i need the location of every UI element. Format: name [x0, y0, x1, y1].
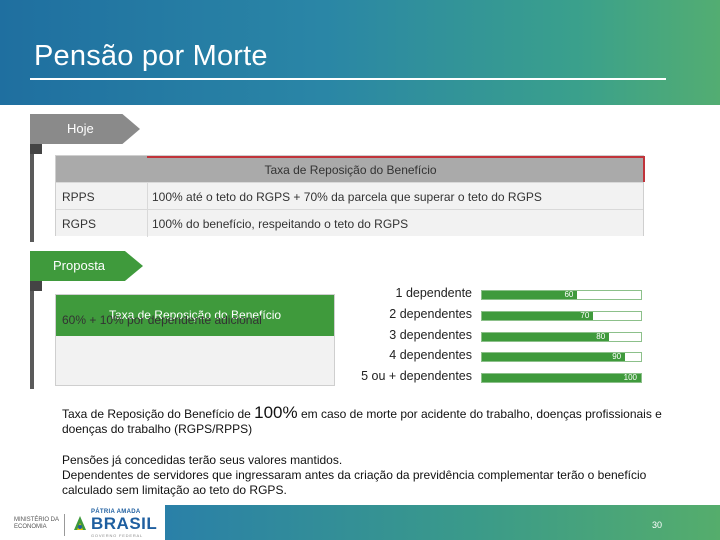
brasil-logo-top: PÁTRIA AMADA — [91, 509, 141, 515]
dependents-bar-track: 90 — [481, 352, 642, 363]
tag-hoje-shadow — [30, 144, 42, 154]
timeline-line-hoje — [30, 144, 34, 242]
header-divider — [30, 78, 666, 80]
hoje-table-header — [56, 156, 645, 182]
ministry-logo-line1: MINISTÉRIO DA — [14, 517, 60, 523]
accident-note-post: em caso de morte por acidente do trabalh… — [62, 407, 662, 436]
dependents-bar: 60 — [482, 290, 578, 299]
dependents-bar: 100 — [482, 373, 641, 383]
ministry-logo-line2: ECONOMIA — [14, 524, 47, 530]
column-divider — [147, 210, 148, 237]
dependents-label: 3 dependentes — [389, 327, 472, 342]
header-banner: Pensão por Morte — [0, 0, 720, 105]
dependents-label: 1 dependente — [395, 286, 472, 300]
transition-note-line2: Dependentes de servidores que ingressara… — [62, 468, 647, 497]
accident-note-highlight: 100% — [254, 403, 298, 422]
column-divider — [147, 183, 148, 210]
page-number: 30 — [652, 520, 663, 530]
logo-divider — [64, 514, 65, 536]
dependents-bar-value: 80 — [596, 331, 606, 341]
tag-proposta: Proposta — [30, 251, 143, 281]
dependents-bar-track: 80 — [481, 331, 642, 342]
dependents-bar-value: 90 — [612, 352, 622, 362]
dependents-bar-track: 100 — [481, 373, 642, 384]
page-title: Pensão por Morte — [34, 40, 268, 72]
transition-note: Pensões já concedidas terão seus valores… — [62, 453, 662, 498]
brasil-logo-sub: GOVERNO FEDERAL — [91, 533, 144, 538]
dependents-label: 2 dependentes — [389, 306, 472, 321]
transition-note-line1: Pensões já concedidas terão seus valores… — [62, 453, 343, 467]
hoje-table-header-text: Taxa de Reposição do Benefício — [264, 163, 437, 177]
dependents-bar: 90 — [482, 352, 626, 362]
proposta-table-header — [56, 295, 334, 336]
proposta-table: Taxa de Reposição do Benefício 60% + 10%… — [55, 294, 335, 386]
tag-proposta-shadow — [30, 281, 42, 291]
dependents-bar-value: 100 — [623, 373, 637, 383]
table-row: RPPS 100% até o teto do RGPS + 70% da pa… — [56, 182, 643, 210]
dependents-bar: 80 — [482, 331, 610, 341]
dependents-label: 4 dependentes — [389, 348, 472, 363]
ministry-logo: MINISTÉRIO DA ECONOMIA — [14, 517, 64, 531]
proposta-table-header-text: Taxa de Reposição do Benefício — [108, 308, 282, 322]
brasil-logo: PÁTRIA AMADA BRASIL GOVERNO FEDERAL — [72, 508, 162, 538]
rule-cell: 100% até o teto do RGPS + 70% da parcela… — [152, 190, 542, 204]
accident-note-pre: Taxa de Reposição do Benefício de — [62, 407, 255, 421]
proposta-table-cell — [56, 336, 334, 385]
brasil-logo-main: BRASIL — [91, 514, 158, 533]
regime-cell: RPPS — [62, 190, 95, 204]
rule-cell: 100% do benefício, respeitando o teto do… — [152, 217, 409, 231]
dependents-label: 5 ou + dependentes — [361, 369, 472, 384]
footer-band — [165, 505, 720, 540]
timeline-line-proposta — [30, 281, 34, 389]
accident-note: Taxa de Reposição do Benefício de 100% e… — [62, 403, 662, 437]
tag-hoje: Hoje — [30, 114, 140, 144]
table-row: RGPS 100% do benefício, respeitando o te… — [56, 209, 643, 237]
dependents-bar-value: 70 — [580, 310, 590, 320]
dependents-bar-track: 60 — [481, 290, 642, 300]
dependents-bar-track: 70 — [481, 310, 642, 321]
dependents-bar: 70 — [482, 310, 594, 320]
proposta-table-value: 60% + 10% por dependente adicional — [62, 313, 262, 327]
hoje-table: Taxa de Reposição do Benefício RPPS 100%… — [55, 155, 645, 237]
brasil-flag-icon — [74, 516, 86, 530]
dependents-bar-value: 60 — [564, 290, 574, 299]
regime-cell: RGPS — [62, 217, 97, 231]
hoje-table-header-accent — [147, 156, 645, 182]
